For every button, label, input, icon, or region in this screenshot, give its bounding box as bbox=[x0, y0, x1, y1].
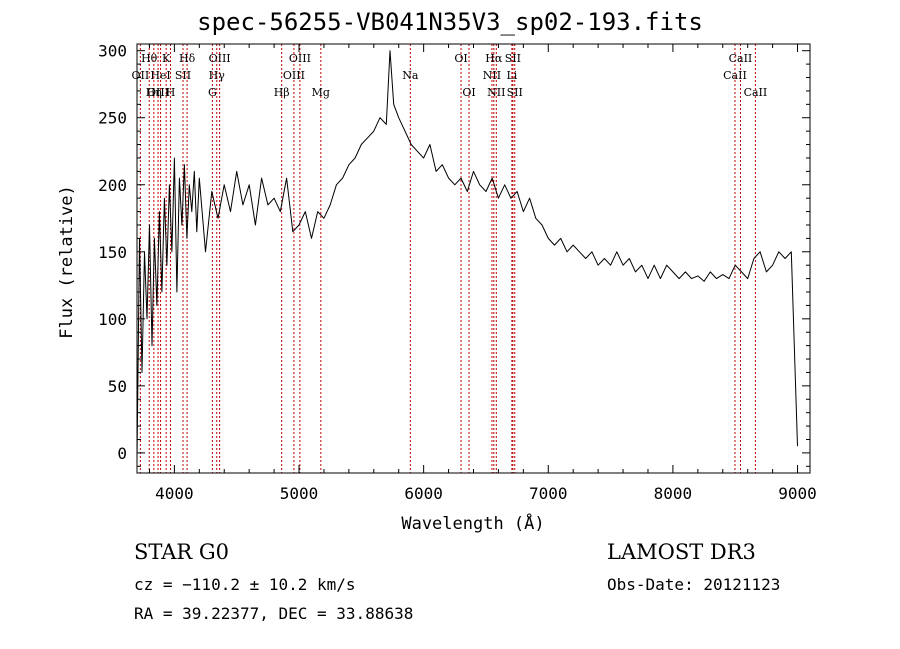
y-tick-label-1: 50 bbox=[108, 377, 127, 396]
line-label-3: K bbox=[162, 52, 171, 65]
line-label-18: OI bbox=[462, 86, 475, 99]
plot-frame bbox=[136, 43, 811, 474]
line-label-25: CaII bbox=[729, 52, 753, 65]
line-label-11: G bbox=[208, 86, 217, 99]
line-label-8: SII bbox=[175, 69, 191, 82]
spectrum-series bbox=[136, 50, 798, 460]
line-label-6: H bbox=[166, 86, 176, 99]
survey-label: LAMOST DR3 bbox=[607, 540, 756, 564]
x-tick-label-1: 5000 bbox=[280, 484, 319, 503]
y-tick-label-4: 200 bbox=[98, 176, 127, 195]
line-label-13: OIII bbox=[289, 52, 311, 65]
y-tick-label-0: 0 bbox=[117, 444, 127, 463]
ra-dec-coordinates: RA = 39.22377, DEC = 33.88638 bbox=[134, 604, 414, 623]
line-label-21: NII bbox=[487, 86, 505, 99]
line-label-23: Li bbox=[506, 69, 517, 82]
obs-date: Obs-Date: 20121123 bbox=[607, 575, 781, 594]
x-axis-label: Wavelength (Å) bbox=[401, 512, 544, 534]
x-tick-label-2: 6000 bbox=[404, 484, 443, 503]
spectrum-line-0 bbox=[136, 50, 798, 460]
x-tick-label-5: 9000 bbox=[778, 484, 817, 503]
line-label-5: Hη bbox=[146, 86, 162, 99]
line-label-20: NII bbox=[483, 69, 501, 82]
line-label-1: OII bbox=[132, 69, 150, 82]
line-label-27: CaII bbox=[744, 86, 768, 99]
x-tick-label-3: 7000 bbox=[529, 484, 568, 503]
spectrum-chart: Hθ OII OIII K HeI Hη H Hδ SII OIII Hγ G Hβ OIII OIII Mg… bbox=[57, 42, 817, 534]
line-label-16: Na bbox=[402, 69, 419, 82]
line-label-26: CaII bbox=[723, 69, 747, 82]
line-labels: Hθ OII OIII K HeI Hη H Hδ SII OIII Hγ G Hβ OIII OIII Mg… bbox=[132, 52, 768, 99]
y-tick-label-2: 100 bbox=[98, 310, 127, 329]
x-tick-label-0: 4000 bbox=[155, 484, 194, 503]
line-label-19: Hα bbox=[485, 52, 503, 65]
y-tick-label-6: 300 bbox=[98, 42, 127, 61]
line-label-4: HeI bbox=[150, 69, 170, 82]
line-label-12: Hβ bbox=[274, 86, 290, 99]
line-label-9: OIII bbox=[209, 52, 231, 65]
x-tick-label-4: 8000 bbox=[654, 484, 693, 503]
line-label-14: OIII bbox=[283, 69, 305, 82]
y-tick-label-5: 250 bbox=[98, 109, 127, 128]
line-label-22: SII bbox=[505, 52, 521, 65]
line-label-7: Hδ bbox=[179, 52, 196, 65]
line-label-15: Mg bbox=[312, 86, 330, 99]
y-tick-label-3: 150 bbox=[98, 243, 127, 262]
star-class-label: STAR G0 bbox=[134, 540, 230, 564]
y-axis: 0 50 100 150 200 250 300 bbox=[98, 42, 810, 467]
line-label-24: SII bbox=[507, 86, 523, 99]
line-label-10: Hγ bbox=[209, 69, 226, 82]
chart-title: spec-56255-VB041N35V3_sp02-193.fits bbox=[197, 8, 703, 36]
y-axis-label: Flux (relative) bbox=[57, 185, 77, 339]
line-label-0: Hθ bbox=[141, 52, 158, 65]
line-label-17: OI bbox=[454, 52, 467, 65]
line-label-2: OIII bbox=[147, 86, 169, 99]
line-markers bbox=[139, 44, 756, 473]
x-axis: 4000 5000 6000 7000 8000 9000 bbox=[148, 44, 817, 503]
redshift-value: cz = −110.2 ± 10.2 km/s bbox=[134, 575, 356, 594]
